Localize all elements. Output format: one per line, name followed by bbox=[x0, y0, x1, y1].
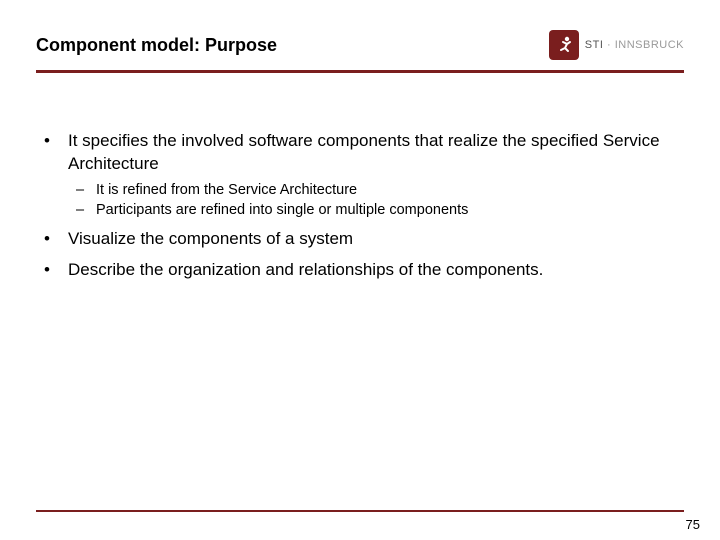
bullet-item: It specifies the involved software compo… bbox=[36, 130, 684, 220]
slide: Component model: Purpose STI · INNSBRUCK… bbox=[0, 0, 720, 540]
logo-icon bbox=[549, 30, 579, 60]
bullet-text: Visualize the components of a system bbox=[68, 229, 353, 248]
bullet-item: Visualize the components of a system bbox=[36, 228, 684, 251]
bullet-list: It specifies the involved software compo… bbox=[36, 130, 684, 282]
bullet-text: Describe the organization and relationsh… bbox=[68, 260, 543, 279]
sub-item: It is refined from the Service Architect… bbox=[68, 180, 684, 200]
logo-text: STI · INNSBRUCK bbox=[585, 39, 684, 51]
logo-suffix: INNSBRUCK bbox=[615, 39, 684, 51]
bullet-item: Describe the organization and relationsh… bbox=[36, 259, 684, 282]
logo-dot: · bbox=[607, 39, 615, 51]
divider-top bbox=[36, 70, 684, 73]
divider-bottom bbox=[36, 510, 684, 512]
logo-name: STI bbox=[585, 39, 604, 51]
header: Component model: Purpose STI · INNSBRUCK bbox=[36, 30, 684, 60]
sub-item: Participants are refined into single or … bbox=[68, 200, 684, 220]
sub-list: It is refined from the Service Architect… bbox=[68, 180, 684, 221]
logo: STI · INNSBRUCK bbox=[549, 30, 684, 60]
page-number: 75 bbox=[686, 517, 700, 532]
content: It specifies the involved software compo… bbox=[36, 130, 684, 290]
slide-title: Component model: Purpose bbox=[36, 35, 277, 56]
bullet-text: It specifies the involved software compo… bbox=[68, 131, 660, 173]
person-run-icon bbox=[554, 35, 574, 55]
